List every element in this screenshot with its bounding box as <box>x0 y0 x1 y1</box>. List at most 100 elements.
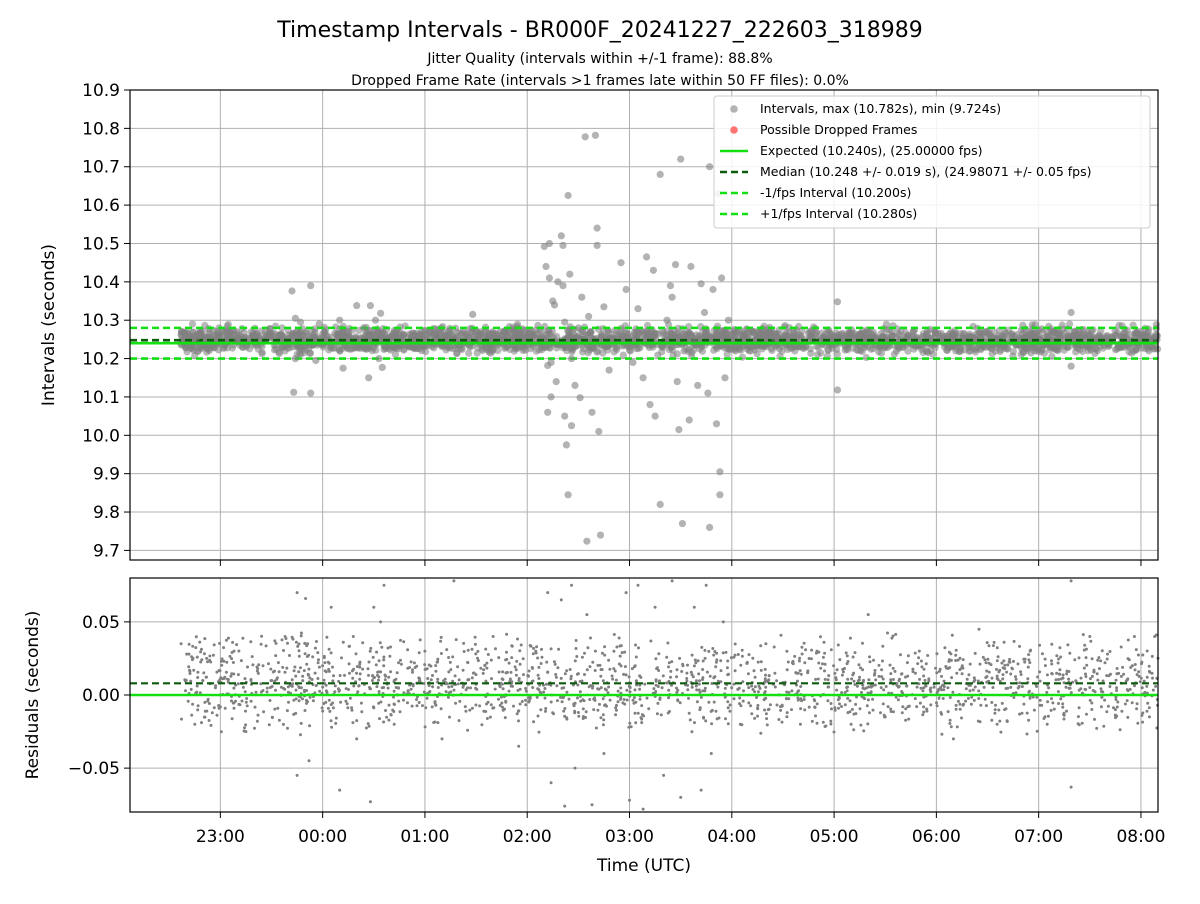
residual-point <box>940 674 943 678</box>
interval-point <box>545 239 554 248</box>
interval-point <box>547 358 555 366</box>
residual-point <box>763 667 767 671</box>
residual-point <box>549 647 553 651</box>
residual-point <box>747 653 751 657</box>
residual-point <box>358 665 362 669</box>
residual-point <box>382 658 386 662</box>
residual-point <box>714 660 718 664</box>
residual-point <box>857 663 861 667</box>
residual-point <box>397 699 401 703</box>
residual-point <box>1137 674 1141 678</box>
residual-point <box>780 720 784 724</box>
residual-point <box>493 687 497 691</box>
residual-point <box>855 684 859 688</box>
residual-point <box>481 671 485 675</box>
residual-point <box>505 632 509 636</box>
residual-point <box>304 597 308 600</box>
residual-point <box>780 703 784 707</box>
chart-subtitle-2: Dropped Frame Rate (intervals >1 frames … <box>351 73 849 89</box>
residual-point <box>763 708 767 712</box>
residual-point <box>690 685 694 689</box>
residual-point <box>188 669 192 673</box>
chart-subtitle-1: Jitter Quality (intervals within +/-1 fr… <box>426 51 772 67</box>
residual-point <box>787 697 791 701</box>
legend-entry-plus-fps: +1/fps Interval (10.280s) <box>760 206 917 221</box>
residual-point <box>191 644 195 648</box>
x-tick-label: 00:00 <box>298 827 347 847</box>
residual-point <box>911 667 915 671</box>
residual-point <box>225 660 229 664</box>
residual-point <box>542 690 546 694</box>
residual-point <box>675 668 679 672</box>
residual-point <box>929 686 933 690</box>
legend-entry-minus-fps: -1/fps Interval (10.200s) <box>760 185 911 200</box>
residual-point <box>658 697 662 701</box>
residual-point <box>823 725 827 728</box>
residual-point <box>379 620 383 624</box>
residual-point <box>964 687 968 691</box>
residual-point <box>447 685 451 689</box>
residual-point <box>614 678 618 682</box>
residual-point <box>1028 696 1032 700</box>
interval-point <box>671 261 680 269</box>
residual-point <box>1001 673 1005 677</box>
interval-point <box>664 327 672 335</box>
legend-entry-median: Median (10.248 +/- 0.019 s), (24.98071 +… <box>760 164 1091 179</box>
residual-point <box>552 712 555 716</box>
interval-point <box>1019 349 1027 357</box>
interval-point <box>833 298 842 306</box>
residual-point <box>1151 676 1154 680</box>
residual-point <box>1100 649 1104 653</box>
residual-point <box>259 682 263 686</box>
residual-point <box>756 706 760 710</box>
residual-point <box>565 716 569 720</box>
interval-point <box>724 316 733 324</box>
residual-point <box>1153 635 1157 638</box>
residual-point <box>351 676 355 680</box>
residual-point <box>488 715 492 719</box>
interval-point <box>474 344 482 352</box>
residual-point <box>332 674 335 678</box>
residual-point <box>240 699 244 703</box>
residual-point <box>313 691 317 695</box>
residual-point <box>1096 658 1100 662</box>
residual-point <box>1150 654 1154 658</box>
residual-point <box>1145 684 1149 688</box>
residual-point <box>220 657 224 661</box>
residual-point <box>427 691 431 695</box>
residual-point <box>504 658 508 662</box>
residual-point <box>293 665 297 669</box>
residual-point <box>205 675 208 679</box>
residual-point <box>301 674 305 678</box>
residual-point <box>552 660 556 664</box>
interval-point <box>895 330 903 338</box>
residual-point <box>859 666 862 670</box>
residual-point <box>927 679 931 683</box>
residual-point <box>628 686 632 690</box>
residual-point <box>666 711 670 715</box>
residual-point <box>409 660 413 664</box>
residual-point <box>517 744 521 748</box>
residual-point <box>436 721 440 725</box>
residual-point <box>297 699 301 703</box>
residual-point <box>922 667 926 671</box>
residual-point <box>922 686 926 690</box>
residual-point <box>627 675 631 679</box>
residual-point <box>426 677 430 680</box>
residual-point <box>715 658 719 662</box>
residual-point <box>484 647 488 651</box>
residual-point <box>935 671 939 675</box>
interval-point <box>716 468 724 476</box>
residual-point <box>321 709 325 713</box>
residual-point <box>599 716 603 720</box>
residual-point <box>359 701 363 705</box>
residual-point <box>996 655 1000 659</box>
residual-point <box>797 689 801 693</box>
residual-point <box>755 696 758 699</box>
residual-point <box>288 654 291 657</box>
residual-point <box>973 685 977 689</box>
interval-point <box>515 332 523 340</box>
residual-point <box>656 701 660 705</box>
interval-point <box>353 302 361 310</box>
interval-point <box>924 348 932 357</box>
